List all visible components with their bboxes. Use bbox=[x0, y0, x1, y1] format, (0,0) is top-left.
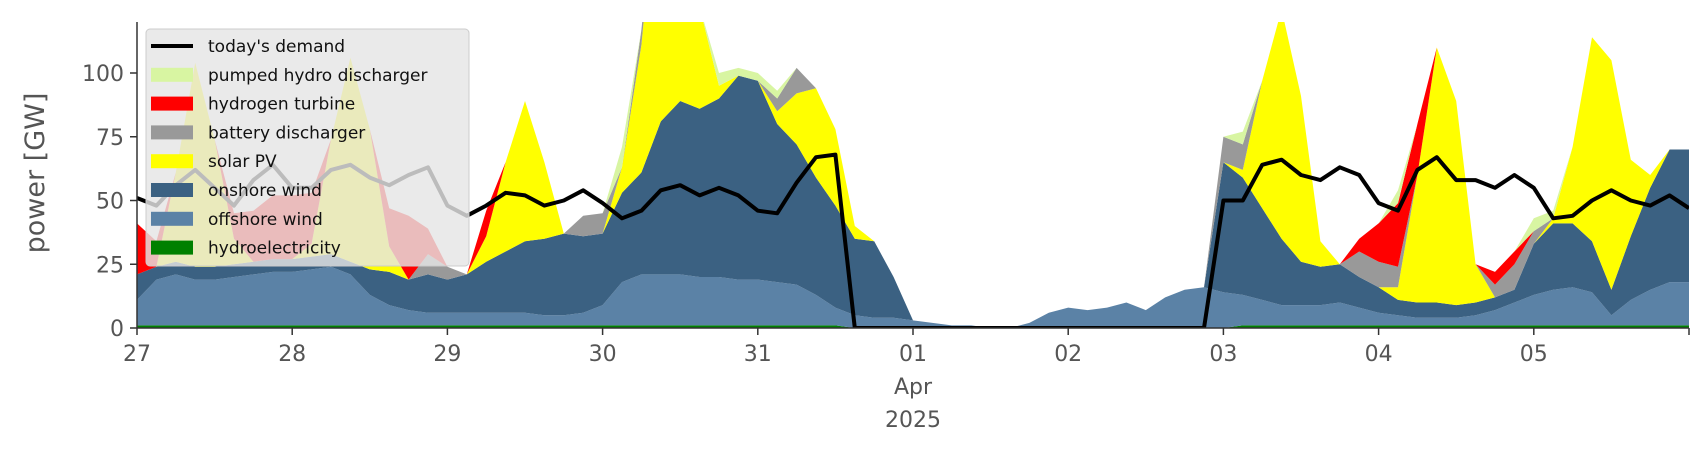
legend-label: onshore wind bbox=[208, 181, 322, 201]
y-tick-label: 75 bbox=[96, 126, 124, 151]
legend-label: battery discharger bbox=[208, 123, 365, 143]
x-tick-label: 03 bbox=[1209, 342, 1237, 367]
y-tick-label: 50 bbox=[96, 190, 124, 215]
legend-label: solar PV bbox=[208, 152, 277, 172]
legend-label: today's demand bbox=[208, 37, 345, 57]
legend-entry-offshore-wind: offshore wind bbox=[151, 210, 323, 230]
x-tick-label: 28 bbox=[278, 342, 306, 367]
legend-entry-hydroelectricity: hydroelectricity bbox=[151, 239, 341, 259]
x-tick-label: 02 bbox=[1054, 342, 1082, 367]
legend-swatch bbox=[151, 154, 193, 169]
legend-entry-today-s-demand: today's demand bbox=[151, 37, 345, 57]
legend-swatch bbox=[151, 211, 193, 226]
x-month-label: Apr bbox=[894, 375, 933, 400]
x-tick-label: 04 bbox=[1365, 342, 1393, 367]
legend-swatch bbox=[151, 67, 193, 82]
x-tick-label: 27 bbox=[123, 342, 151, 367]
legend-entry-solar-pv: solar PV bbox=[151, 152, 277, 172]
axes: 0 25 50 75 100 27 28 29 30 31 01 02 03 04 05 Apr 2025 bbox=[82, 22, 1690, 433]
legend-label: offshore wind bbox=[208, 210, 323, 230]
x-tick-label: 29 bbox=[433, 342, 461, 367]
legend-swatch bbox=[151, 96, 193, 111]
y-axis-label: power [GW] bbox=[20, 93, 51, 254]
area-onshore-wind bbox=[137, 75, 1689, 328]
legend-swatch bbox=[151, 240, 193, 255]
legend: today's demand pumped hydro discharger hyd… bbox=[145, 28, 470, 267]
x-tick-label: 01 bbox=[899, 342, 927, 367]
y-tick-label: 100 bbox=[82, 62, 124, 87]
x-tick-label: 31 bbox=[744, 342, 772, 367]
legend-swatch bbox=[151, 125, 193, 140]
y-tick-label: 25 bbox=[96, 253, 124, 278]
legend-entry-onshore-wind: onshore wind bbox=[151, 181, 322, 201]
legend-swatch bbox=[151, 183, 193, 197]
area-solar-pv bbox=[137, 22, 1689, 328]
x-tick-label: 30 bbox=[589, 342, 617, 367]
legend-frame bbox=[145, 28, 470, 267]
legend-entry-battery-discharger: battery discharger bbox=[151, 123, 365, 143]
x-year-label: 2025 bbox=[885, 408, 941, 433]
y-tick-label: 0 bbox=[110, 317, 124, 342]
x-tick-label: 05 bbox=[1520, 342, 1548, 367]
legend-label: pumped hydro discharger bbox=[208, 66, 427, 86]
legend-entry-hydrogen-turbine: hydrogen turbine bbox=[151, 95, 355, 115]
legend-label: hydroelectricity bbox=[208, 239, 341, 259]
legend-entry-pumped-hydro-discharger: pumped hydro discharger bbox=[151, 66, 427, 86]
legend-label: hydrogen turbine bbox=[208, 95, 355, 115]
